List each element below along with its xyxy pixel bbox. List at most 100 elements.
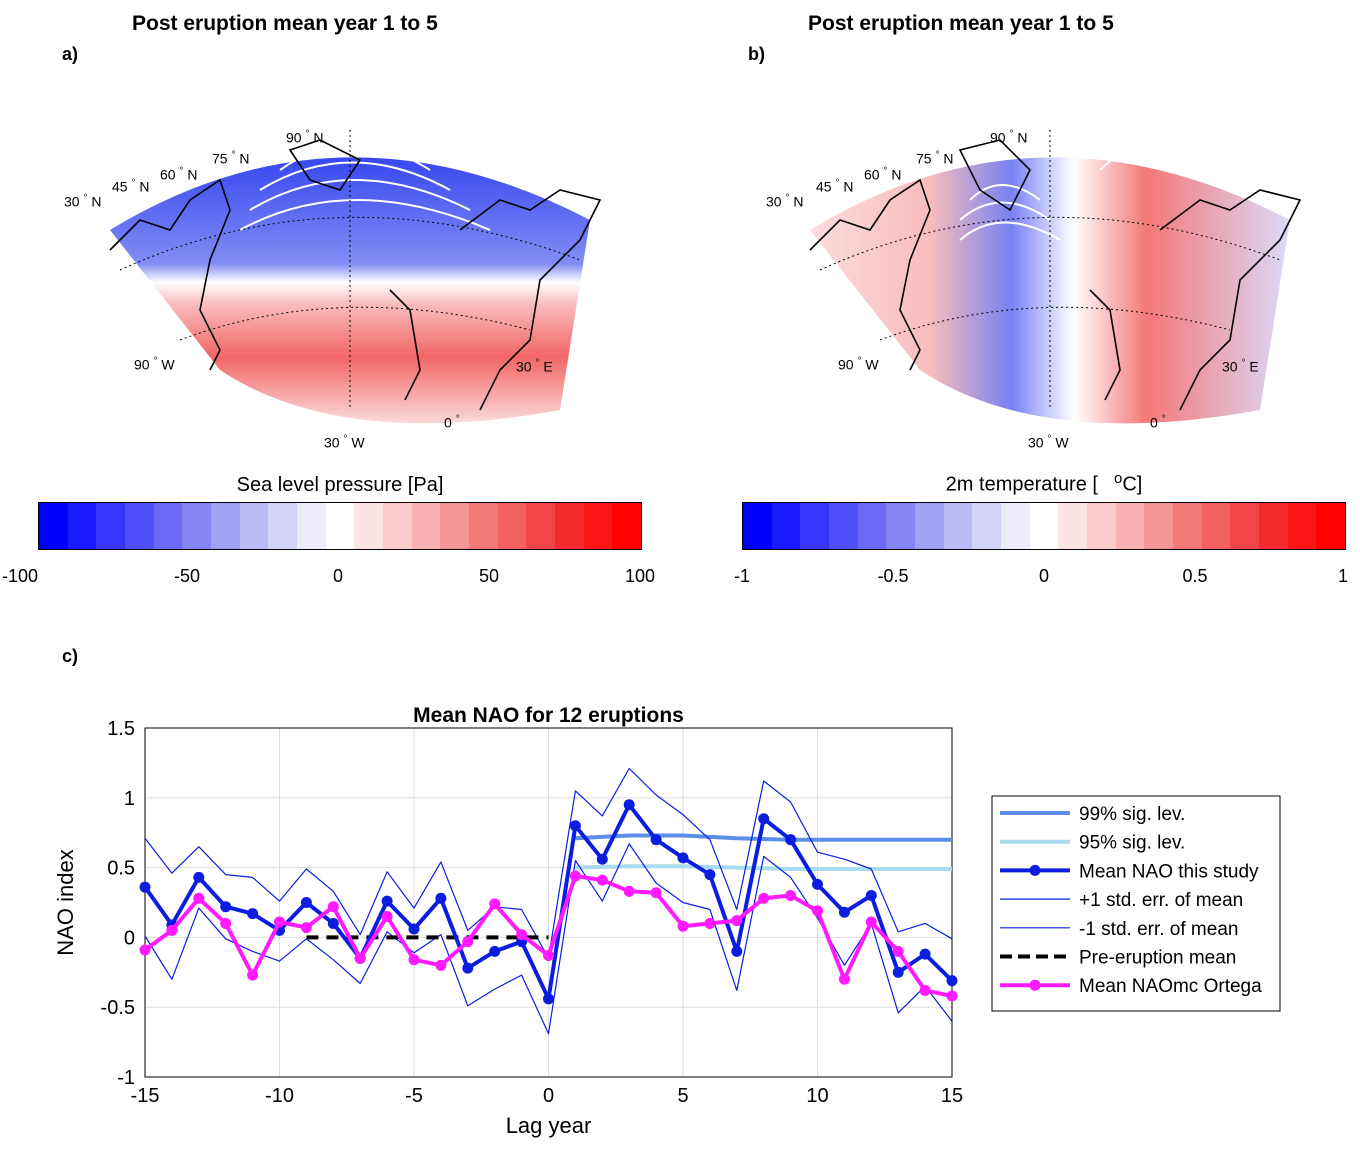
- data-point-mean-naomc-ortega: [758, 892, 770, 904]
- data-point-mean-nao-this-study: [139, 881, 151, 893]
- gridlines-b: [819, 130, 1281, 410]
- data-point-mean-nao-this-study: [247, 908, 259, 920]
- x-tick-label: 15: [941, 1085, 963, 1107]
- data-point-mean-nao-this-study: [462, 962, 474, 974]
- data-point-mean-nao-this-study: [838, 906, 850, 918]
- data-point-mean-naomc-ortega: [462, 936, 474, 948]
- data-point-mean-nao-this-study: [408, 923, 420, 935]
- data-point-mean-nao-this-study: [946, 975, 958, 987]
- lat-75n-label-b: 75 ° N: [916, 150, 954, 167]
- gridlines-a: [119, 130, 581, 410]
- data-point-mean-nao-this-study: [623, 799, 635, 811]
- slp-anomaly-map: [109, 129, 602, 424]
- panel-b-label: b): [748, 44, 765, 64]
- lon-90w-label-a: 90 ° W: [134, 356, 175, 373]
- lat-90n-label-a: 90 ° N: [286, 129, 324, 146]
- legend-label: Mean NAOmc Ortega: [1079, 976, 1262, 997]
- lat-30n-label-b: 30 ° N: [766, 193, 804, 210]
- legend-label: +1 std. err. of mean: [1079, 890, 1243, 911]
- lat-60n-label-b: 60 ° N: [864, 166, 902, 183]
- x-tick-label: 5: [677, 1085, 688, 1107]
- data-point-mean-naomc-ortega: [812, 905, 823, 917]
- data-point-mean-naomc-ortega: [408, 954, 420, 966]
- legend-label: 99% sig. lev.: [1079, 804, 1185, 825]
- y-tick-label: -0.5: [101, 997, 135, 1019]
- panel-c-label: c): [62, 646, 79, 666]
- data-point-mean-naomc-ortega: [274, 916, 285, 928]
- colorbar-a-tick: 100: [624, 566, 656, 586]
- series-line-99-sig-lev: [575, 833, 952, 842]
- lon-30w-label-b: 30 ° W: [1028, 434, 1069, 451]
- t2m-anomaly-map: [809, 130, 1302, 424]
- colorbar-b-tick: 0.5: [1182, 566, 1208, 586]
- lat-75n-label-a: 75 ° N: [212, 150, 250, 167]
- chart-title: Mean NAO for 12 eruptions: [413, 704, 684, 727]
- colorbar-a-tick: -100: [1, 566, 39, 586]
- panel-a-title: Post eruption mean year 1 to 5: [132, 12, 438, 35]
- data-point-mean-naomc-ortega: [704, 917, 716, 929]
- lon-30w-label-a: 30 ° W: [324, 434, 365, 451]
- data-point-mean-naomc-ortega: [623, 885, 635, 897]
- data-point-mean-nao-this-study: [677, 852, 689, 864]
- data-point-mean-nao-this-study: [596, 853, 608, 865]
- data-point-mean-naomc-ortega: [946, 990, 958, 1002]
- significance-arcs-a: [239, 129, 491, 231]
- data-point-mean-nao-this-study: [758, 813, 770, 825]
- x-tick-label: -5: [405, 1085, 423, 1107]
- data-point-mean-naomc-ortega: [354, 952, 366, 964]
- panel-b-title: Post eruption mean year 1 to 5: [808, 12, 1114, 35]
- data-point-mean-nao-this-study: [220, 901, 232, 913]
- colorbar-a-tick: 0: [332, 566, 344, 586]
- legend-marker: [1029, 979, 1041, 991]
- series-line-95-sig-lev: [575, 864, 952, 871]
- x-tick-label: 0: [543, 1085, 554, 1107]
- data-point-mean-naomc-ortega: [300, 922, 312, 934]
- data-point-mean-naomc-ortega: [220, 917, 232, 929]
- data-point-mean-naomc-ortega: [247, 969, 259, 981]
- x-tick-label: -10: [265, 1085, 294, 1107]
- lon-0-label-b: 0 °: [1150, 414, 1166, 431]
- lat-90n-label-b: 90 ° N: [990, 129, 1028, 146]
- panel-a-label: a): [62, 44, 79, 64]
- x-tick-label: 10: [806, 1085, 828, 1107]
- data-point-mean-nao-this-study: [812, 878, 823, 890]
- data-point-mean-nao-this-study: [704, 869, 716, 881]
- data-point-mean-naomc-ortega: [919, 984, 931, 996]
- lon-30e-label-a: 30 ° E: [516, 358, 553, 375]
- lon-90w-label-b: 90 ° W: [838, 356, 879, 373]
- data-point-mean-naomc-ortega: [327, 901, 339, 913]
- y-axis-label: NAO index: [53, 849, 78, 955]
- data-point-mean-nao-this-study: [489, 945, 501, 957]
- data-point-mean-nao-this-study: [300, 897, 312, 908]
- data-point-mean-naomc-ortega: [139, 944, 151, 956]
- colorbar-a-tick: 50: [478, 566, 500, 586]
- series-line-1-std-err-of-mean: [144, 843, 953, 1035]
- data-point-mean-naomc-ortega: [489, 898, 501, 910]
- x-axis-label: Lag year: [506, 1113, 592, 1138]
- data-point-mean-naomc-ortega: [516, 929, 528, 941]
- legend-box: [991, 795, 1281, 1012]
- legend-label: Pre-eruption mean: [1079, 948, 1236, 969]
- y-tick-label: 1: [124, 788, 135, 810]
- data-point-mean-nao-this-study: [327, 917, 339, 929]
- lat-45n-label-b: 45 ° N: [816, 178, 854, 195]
- data-point-mean-naomc-ortega: [166, 924, 178, 936]
- data-point-mean-naomc-ortega: [865, 916, 877, 928]
- legend-label: Mean NAO this study: [1079, 861, 1259, 882]
- data-point-mean-nao-this-study: [543, 993, 554, 1005]
- y-tick-label: 1.5: [107, 718, 135, 740]
- y-tick-label: 0.5: [107, 858, 135, 880]
- data-point-mean-naomc-ortega: [381, 910, 393, 922]
- data-point-mean-naomc-ortega: [569, 870, 581, 882]
- data-point-mean-nao-this-study: [892, 966, 904, 978]
- axes-frame: [144, 727, 953, 1078]
- data-point-mean-naomc-ortega: [596, 874, 608, 886]
- data-point-mean-nao-this-study: [650, 834, 662, 846]
- data-point-mean-naomc-ortega: [731, 915, 743, 927]
- data-point-mean-nao-this-study: [785, 834, 797, 846]
- lon-0-label-a: 0 °: [444, 414, 460, 431]
- lat-45n-label-a: 45 ° N: [112, 178, 150, 195]
- data-point-mean-nao-this-study: [381, 895, 393, 907]
- data-point-mean-nao-this-study: [731, 945, 743, 957]
- data-point-mean-naomc-ortega: [785, 890, 797, 902]
